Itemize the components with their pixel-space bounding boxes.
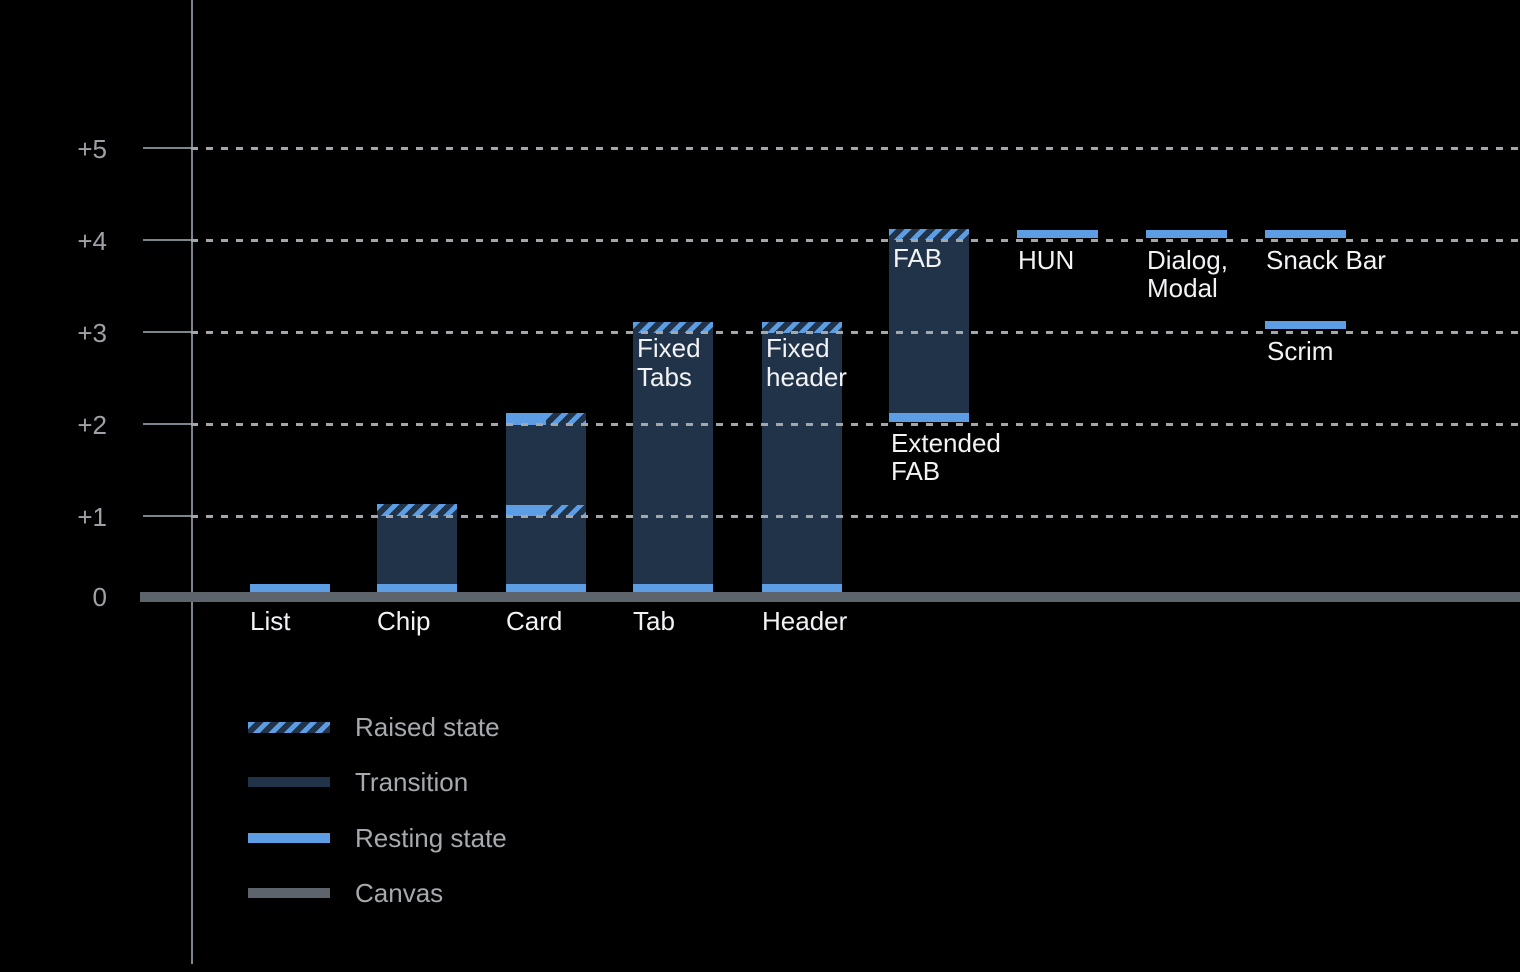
card-raised-bar-level1	[546, 505, 586, 516]
y-label-plus4: +4	[77, 226, 107, 256]
card-raised-bar-level2	[546, 413, 586, 425]
canvas-label: Canvas	[355, 877, 444, 908]
header-annotation-line2: header	[766, 362, 847, 392]
transition-label: Transition	[355, 766, 469, 797]
extended-fab-label-line1: Extended	[891, 428, 1001, 458]
legend-item-resting-state: Resting state	[248, 822, 507, 853]
legend-item-raised-state: Raised state	[248, 711, 500, 742]
snackbar-label: Snack Bar	[1266, 245, 1386, 275]
y-tick-plus5	[143, 147, 192, 149]
fab-resting-bar	[889, 413, 969, 422]
header-annotation-line1: Fixed	[766, 333, 830, 363]
fab-raised-bar	[889, 229, 969, 240]
raised-state-label: Raised state	[355, 711, 500, 742]
fab-transition-bar	[889, 240, 969, 413]
y-tick-plus3	[143, 331, 192, 333]
header-resting-bar	[762, 584, 842, 592]
tab-raised-bar	[633, 322, 713, 333]
y-label-plus3: +3	[77, 318, 107, 348]
x-label-chip: Chip	[377, 606, 431, 636]
y-label-zero: 0	[92, 582, 107, 612]
resting-state-label: Resting state	[355, 822, 507, 853]
transition-swatch	[248, 777, 330, 787]
snackbar-resting-bar	[1265, 230, 1346, 238]
hun-resting-bar	[1017, 230, 1098, 238]
list-resting-bar	[250, 584, 330, 592]
tab-resting-bar	[633, 584, 713, 592]
tab-annotation: Fixed Tabs	[637, 334, 701, 392]
legend-item-canvas: Canvas	[248, 877, 444, 908]
card-transition-bar-lower	[506, 516, 586, 584]
y-label-plus5: +5	[77, 134, 107, 164]
y-axis-line	[191, 0, 193, 964]
resting-state-swatch	[248, 833, 330, 843]
dialog-modal-label-line1: Dialog,	[1147, 245, 1228, 275]
gridline-plus5	[191, 147, 1520, 150]
scrim-resting-bar	[1265, 321, 1346, 329]
extended-fab-label-line2: FAB	[891, 456, 941, 486]
gridline-plus1	[191, 515, 1520, 518]
canvas-swatch	[248, 888, 330, 898]
header-raised-bar	[762, 322, 842, 333]
legend-item-transition: Transition	[248, 766, 469, 797]
fab-annotation: FAB	[893, 243, 943, 273]
hun-label: HUN	[1018, 245, 1075, 275]
dialog-modal-label: Dialog, Modal	[1147, 246, 1228, 302]
x-label-card: Card	[506, 606, 563, 636]
dialog-modal-label-line2: Modal	[1147, 273, 1218, 303]
y-label-plus1: +1	[77, 502, 107, 532]
card-transition-bar-upper	[506, 425, 586, 505]
y-label-plus2: +2	[77, 410, 107, 440]
chip-raised-bar	[377, 504, 457, 516]
tab-annotation-line1: Fixed	[637, 333, 701, 363]
header-transition-bar	[762, 333, 842, 584]
tab-annotation-line2: Tabs	[637, 362, 692, 392]
chip-resting-bar	[377, 584, 457, 592]
chip-transition-bar	[377, 516, 457, 584]
card-resting-bar-level1	[506, 505, 546, 516]
y-tick-plus2	[143, 423, 192, 425]
raised-state-swatch	[248, 721, 330, 733]
dialog-modal-resting-bar	[1146, 230, 1227, 238]
gridline-plus3	[191, 331, 1520, 334]
tab-transition-bar	[633, 333, 713, 584]
canvas-baseline	[140, 592, 1520, 602]
extended-fab-label: Extended FAB	[891, 429, 1001, 485]
x-label-tab: Tab	[633, 606, 675, 636]
x-label-header: Header	[762, 606, 848, 636]
header-annotation: Fixed header	[766, 334, 847, 392]
x-label-list: List	[250, 606, 291, 636]
y-tick-plus1	[143, 515, 192, 517]
y-tick-plus4	[143, 239, 192, 241]
gridline-plus4	[191, 239, 1520, 242]
scrim-label: Scrim	[1267, 336, 1334, 366]
card-resting-bar	[506, 584, 586, 592]
gridline-plus2	[191, 423, 1520, 426]
card-resting-bar-level2	[506, 413, 546, 425]
